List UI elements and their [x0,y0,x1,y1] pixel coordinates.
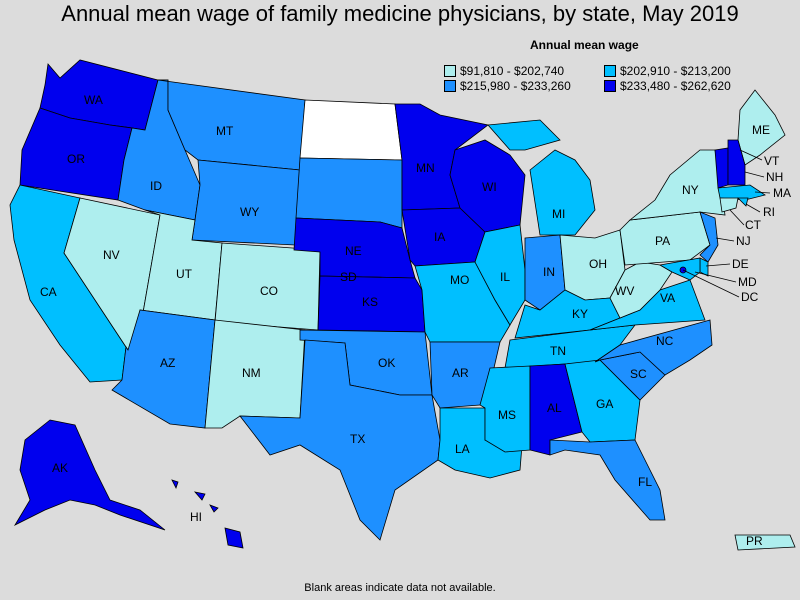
label-ca: CA [40,285,57,299]
legend-label-3: $215,980 - $233,260 [460,79,571,93]
label-or: OR [67,152,85,166]
state-ma[interactable] [717,184,766,201]
label-va: VA [660,291,675,305]
label-fl: FL [638,475,652,489]
label-il: IL [500,270,510,284]
callout-nj [715,237,735,242]
callout-de [705,263,731,267]
label-pr: PR [746,534,763,548]
label-dc: DC [741,290,759,304]
state-fl[interactable] [549,439,666,521]
label-ut: UT [176,267,193,281]
legend-swatch-3 [444,80,456,92]
label-tn: TN [550,344,566,358]
label-ma: MA [773,186,791,200]
label-al: AL [547,401,562,415]
legend-swatch-4 [604,80,616,92]
label-id: ID [150,179,162,193]
label-wv: WV [615,284,634,298]
legend-label-1: $91,810 - $202,740 [460,64,565,78]
label-in: IN [543,265,555,279]
label-nm: NM [242,366,261,380]
state-ak[interactable] [13,419,166,531]
label-ok: OK [378,356,395,370]
label-sd: SD [340,270,357,284]
label-mt: MT [216,124,234,138]
label-ne: NE [345,244,362,258]
state-sd[interactable] [295,157,403,229]
label-nh: NH [766,170,783,184]
callout-md [694,271,737,283]
label-wi: WI [482,180,497,194]
label-az: AZ [160,356,175,370]
state-hi[interactable] [171,479,244,549]
label-wa: WA [84,93,103,107]
label-pa: PA [655,234,670,248]
state-il[interactable] [474,224,526,326]
legend-swatch-2 [604,65,616,77]
legend-label-2: $202,910 - $213,200 [620,64,731,78]
legend-label-4: $233,480 - $262,620 [620,79,731,93]
state-mi[interactable] [487,119,596,236]
label-wy: WY [240,205,259,219]
state-nh[interactable] [727,139,746,186]
label-mn: MN [416,161,435,175]
label-md: MD [738,275,757,289]
label-la: LA [455,442,470,456]
callout-nh [744,171,765,178]
label-ky: KY [572,307,588,321]
label-mo: MO [450,273,469,287]
state-ct[interactable] [719,197,739,213]
map-title: Annual mean wage of family medicine phys… [61,1,739,26]
label-vt: VT [764,154,780,168]
callout-ma [754,191,771,194]
callout-ri [745,203,761,213]
callout-vt [739,149,763,161]
label-ct: CT [745,218,762,232]
label-nj: NJ [736,234,751,248]
footnote: Blank areas indicate data not available. [304,582,496,594]
legend-item-4: $233,480 - $262,620 [604,79,731,93]
label-ri: RI [763,205,775,219]
label-ms: MS [498,408,516,422]
label-ga: GA [596,397,613,411]
label-me: ME [752,123,770,137]
label-nc: NC [656,334,674,348]
callout-ct [729,209,745,226]
callout-lines [682,149,771,298]
label-ak: AK [52,461,68,475]
label-mi: MI [552,207,565,221]
label-hi: HI [190,510,202,524]
legend-item-2: $202,910 - $213,200 [604,64,731,78]
label-de: DE [732,257,749,271]
label-tx: TX [350,432,365,446]
state-ny[interactable] [628,149,726,221]
label-ia: IA [434,230,445,244]
label-nv: NV [103,248,120,262]
state-pr[interactable] [734,534,796,551]
legend-item-1: $91,810 - $202,740 [444,64,564,78]
legend-swatch-1 [444,65,456,77]
label-oh: OH [589,257,607,271]
label-ar: AR [452,366,469,380]
state-nd[interactable] [299,99,403,161]
state-nc[interactable] [594,319,713,376]
callout-dc [682,269,740,298]
state-tx[interactable] [239,339,441,541]
legend-title: Annual mean wage [530,38,639,52]
label-co: CO [260,284,278,298]
label-sc: SC [630,367,647,381]
label-ks: KS [362,295,378,309]
legend-item-3: $215,980 - $233,260 [444,79,571,93]
label-ny: NY [682,183,699,197]
state-wy[interactable] [191,159,301,246]
state-ri[interactable] [737,197,749,207]
